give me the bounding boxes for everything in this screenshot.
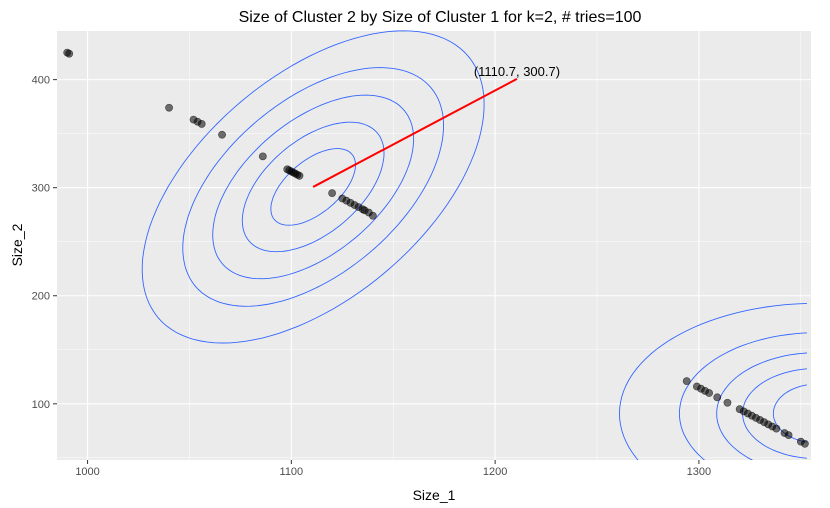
- x-tick-label: 1300: [687, 466, 711, 478]
- contour-ring: [716, 352, 807, 460]
- centroid-arrow: (1110.7, 300.7): [312, 64, 560, 188]
- scatter-point: [65, 49, 74, 58]
- contour-ring: [182, 67, 444, 307]
- y-axis-label: Size_2: [9, 223, 25, 266]
- scatter-point: [328, 189, 337, 197]
- scatter-point: [713, 393, 722, 402]
- gridlines: [57, 31, 811, 460]
- arrow-line: [312, 77, 518, 188]
- scatter-point: [258, 152, 267, 161]
- data-points: [63, 48, 809, 448]
- y-tick-label: 300: [32, 183, 50, 195]
- arrow-label: (1110.7, 300.7): [474, 64, 560, 79]
- contour-ring: [212, 94, 415, 280]
- contour-ring: [772, 384, 807, 443]
- y-tick-label: 200: [32, 291, 50, 303]
- y-axis-ticks: 100 200 300 400: [32, 75, 57, 411]
- scatter-point: [197, 120, 206, 128]
- contour-ring: [270, 148, 356, 226]
- contour-ring: [241, 121, 385, 253]
- scatter-point: [218, 130, 226, 139]
- scatter-point: [772, 424, 781, 433]
- y-tick-label: 400: [32, 75, 50, 87]
- x-tick-label: 1100: [280, 466, 304, 478]
- x-tick-label: 1200: [483, 466, 507, 478]
- scatter-point: [368, 211, 377, 220]
- chart-title: Size of Cluster 2 by Size of Cluster 1 f…: [239, 9, 642, 26]
- scatter-point: [165, 103, 173, 112]
- scatter-point: [723, 398, 732, 407]
- contour-ring: [619, 302, 807, 460]
- x-tick-label: 1000: [75, 466, 99, 478]
- x-axis-ticks: 1000 1100 1200 1300: [75, 460, 711, 478]
- scatter-point: [705, 389, 714, 397]
- plot-panel: [57, 31, 811, 460]
- contour-ring: [678, 332, 807, 460]
- scatter-point: [295, 171, 304, 180]
- x-axis-label: Size_1: [413, 487, 456, 503]
- scatter-point: [682, 377, 691, 386]
- scatter-point: [800, 439, 809, 448]
- y-tick-label: 100: [32, 399, 50, 411]
- scatter-point: [784, 431, 793, 440]
- contour-ring: [141, 30, 485, 344]
